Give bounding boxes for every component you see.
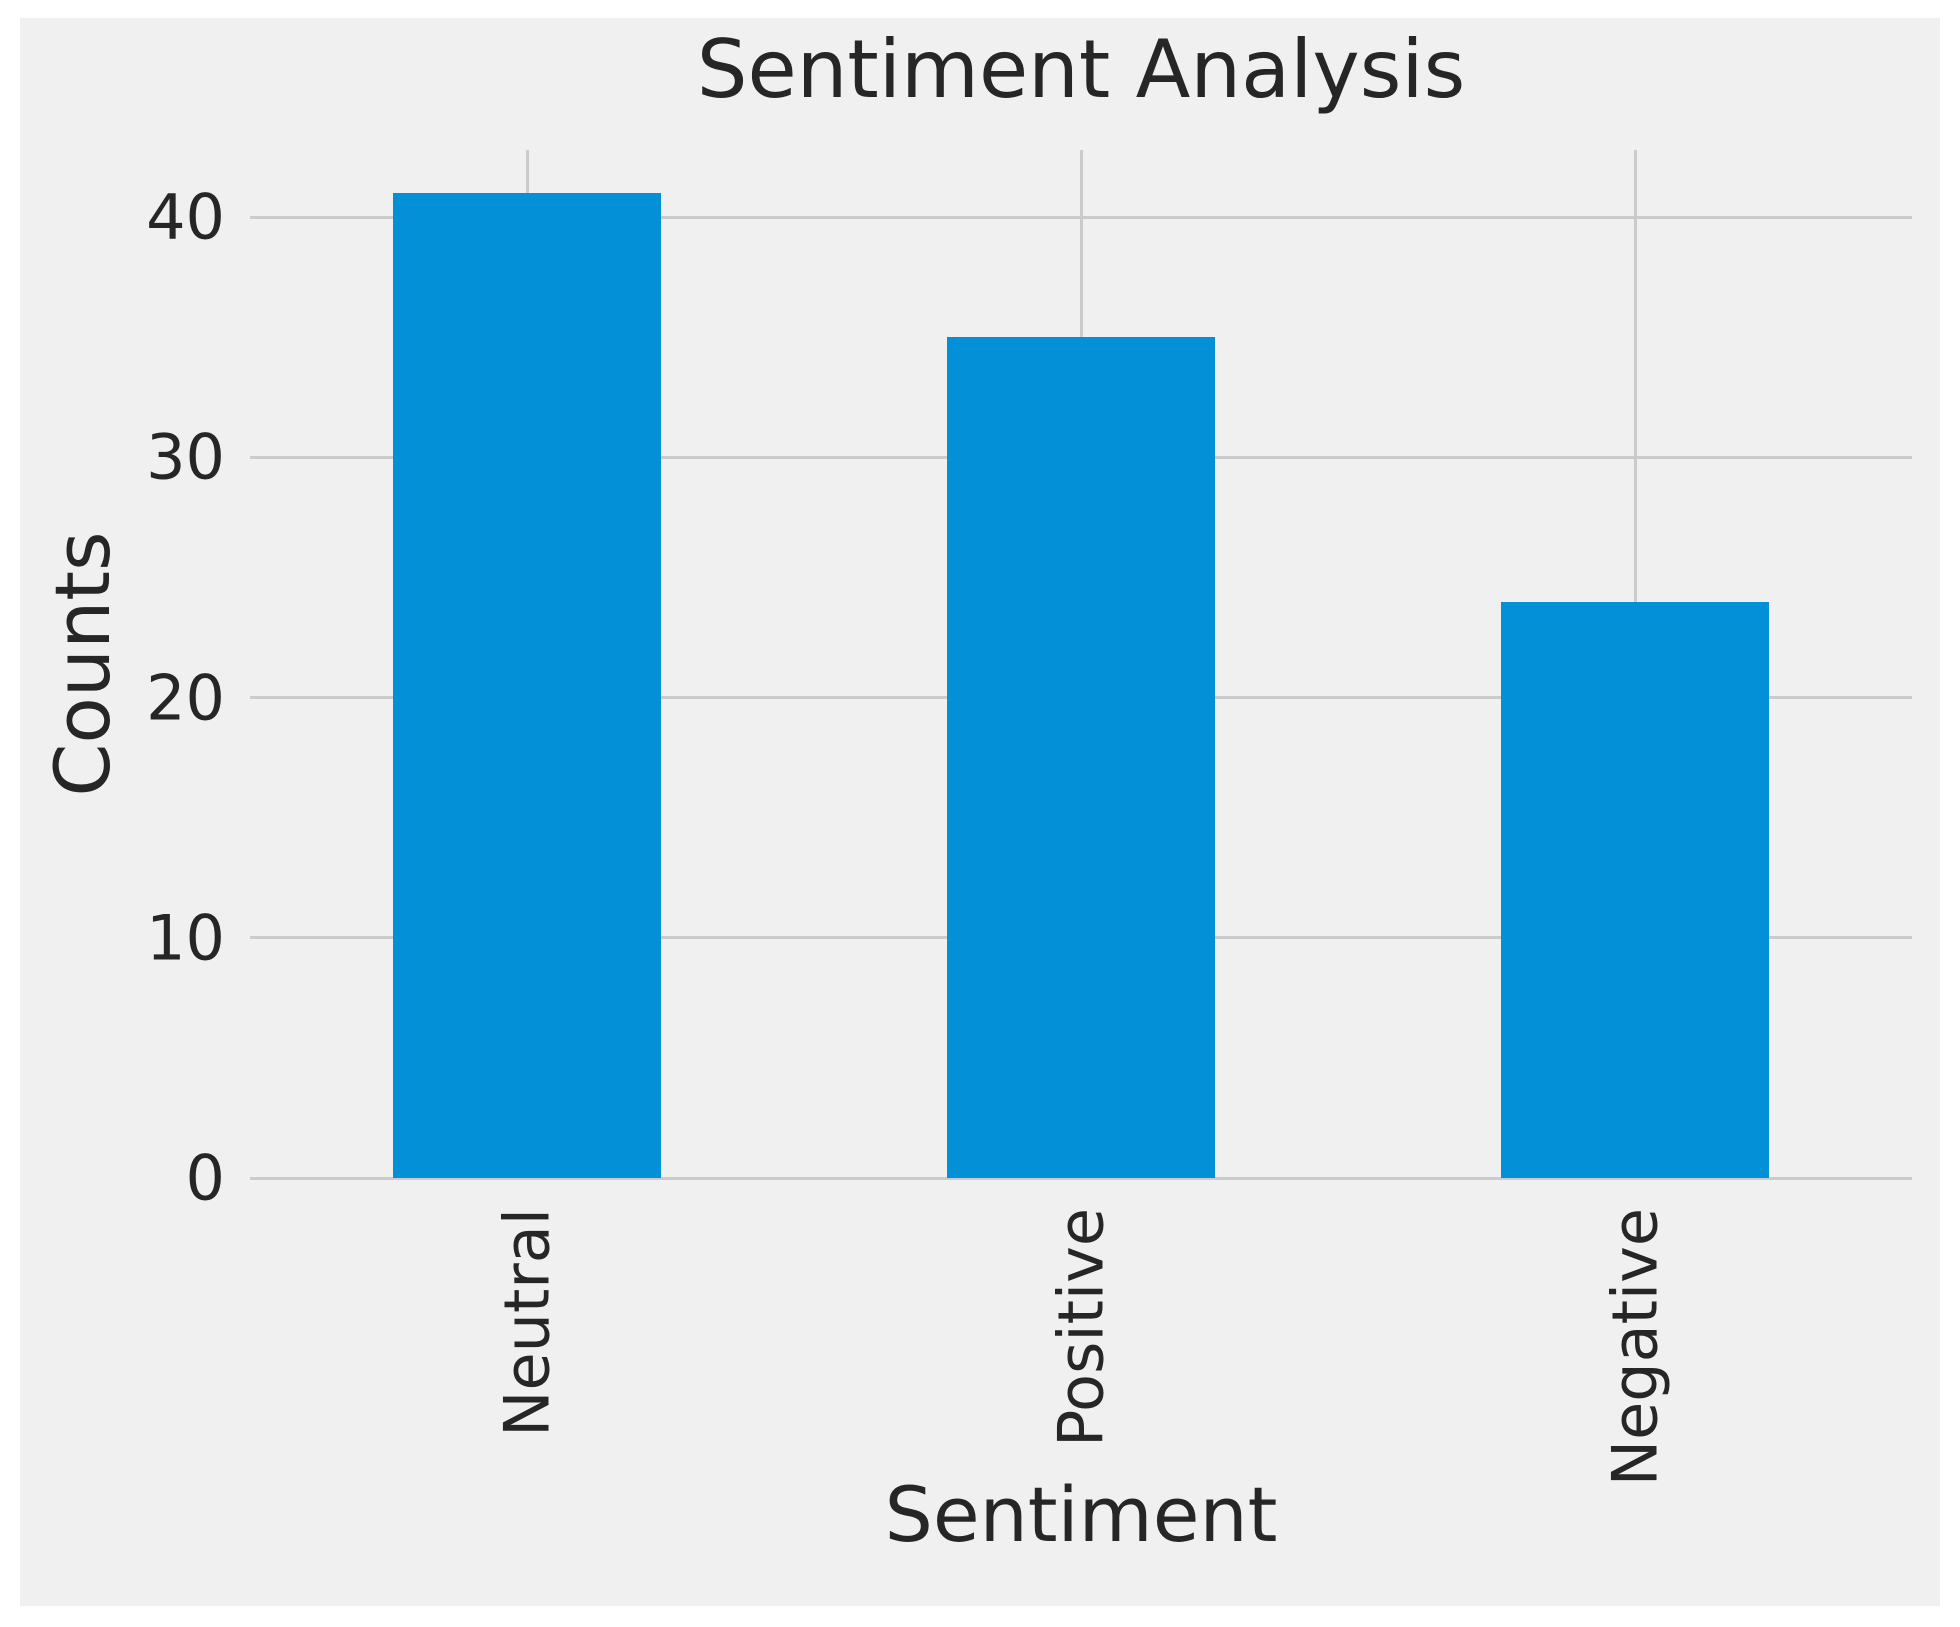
bar-positive xyxy=(947,337,1215,1178)
y-tick-label: 40 xyxy=(146,180,225,254)
chart-figure: Sentiment Analysis 0 10 20 30 40 Neutral Posi… xyxy=(20,18,1940,1606)
y-axis-label: Counts xyxy=(38,531,127,797)
y-tick-label: 20 xyxy=(146,661,225,735)
y-tick-label: 10 xyxy=(146,901,225,975)
bar-neutral xyxy=(393,193,661,1178)
x-tick-label-positive: Positive xyxy=(1044,1208,1118,1448)
x-tick-label-negative: Negative xyxy=(1598,1208,1672,1487)
x-tick-label-neutral: Neutral xyxy=(490,1208,564,1437)
plot-area xyxy=(250,150,1912,1180)
bar-negative xyxy=(1501,601,1769,1178)
chart-title: Sentiment Analysis xyxy=(696,23,1466,116)
y-tick-label: 0 xyxy=(185,1141,225,1215)
h-gridline xyxy=(250,1176,1912,1180)
x-axis-label: Sentiment xyxy=(884,1470,1278,1559)
y-tick-label: 30 xyxy=(146,420,225,494)
